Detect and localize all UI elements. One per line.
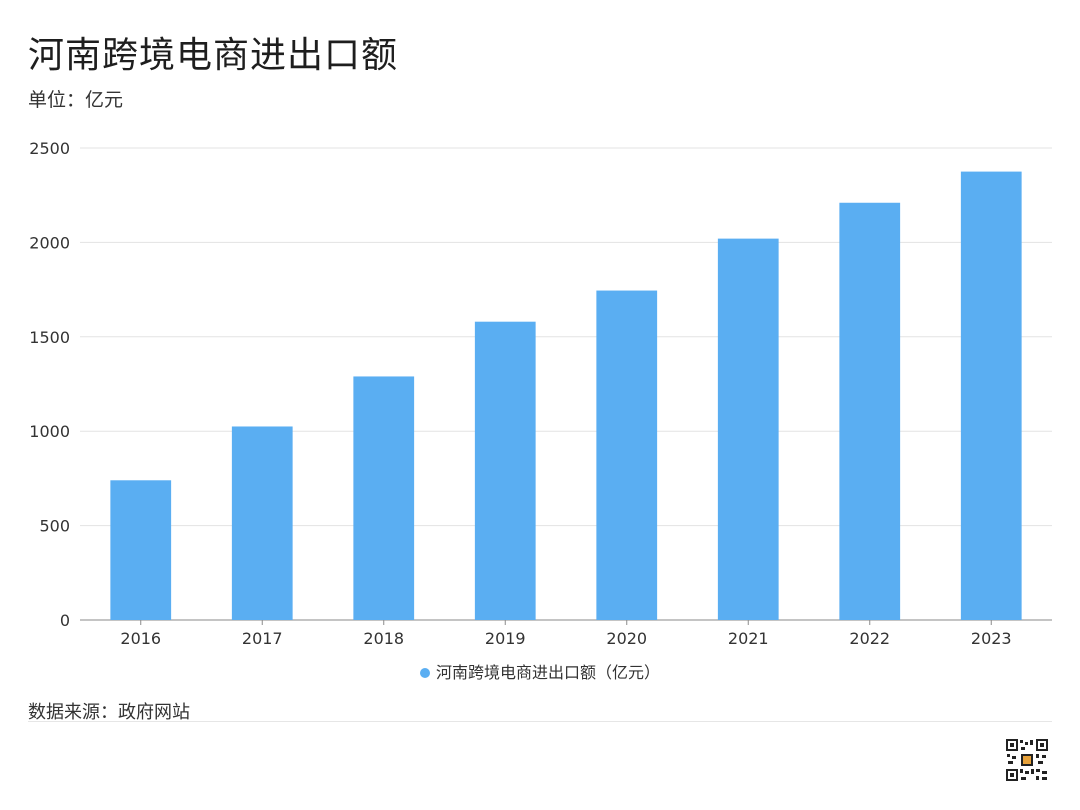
bar-2019 [474,321,536,620]
bar-2020 [596,290,658,620]
bar-2021 [717,238,779,620]
bar-2022 [839,202,901,620]
legend-swatch [419,667,430,678]
y-tick-label: 1000 [29,422,70,441]
x-tick-label: 2019 [485,629,526,648]
y-tick-label: 1500 [29,328,70,347]
bar-2017 [231,426,293,620]
y-tick-label: 500 [39,517,70,536]
x-tick-label: 2016 [120,629,161,648]
bar-2023 [960,171,1022,620]
y-tick-label: 0 [60,611,70,630]
x-tick-label: 2017 [242,629,283,648]
x-tick-label: 2023 [971,629,1012,648]
y-tick-label: 2000 [29,233,70,252]
bar-chart: 0 500 1000 1500 2000 2500 2016 2017 2018 2019 2020… [29,139,1052,648]
x-tick-label: 2022 [849,629,890,648]
legend-label: 河南跨境电商进出口额（亿元） [435,663,660,682]
chart-unit-label: 单位：亿元 [28,89,124,111]
bar-2016 [110,480,172,620]
y-tick-label: 2500 [29,139,70,158]
chart-legend: 河南跨境电商进出口额（亿元） [0,659,1080,683]
data-source-note: 数据来源：政府网站 [28,702,190,723]
divider [28,721,1052,722]
bar-2018 [353,376,415,620]
x-tick-label: 2020 [606,629,647,648]
x-tick-label: 2021 [728,629,769,648]
qr-code-icon [1005,738,1049,782]
x-tick-label: 2018 [363,629,404,648]
chart-title: 河南跨境电商进出口额 [28,35,399,76]
